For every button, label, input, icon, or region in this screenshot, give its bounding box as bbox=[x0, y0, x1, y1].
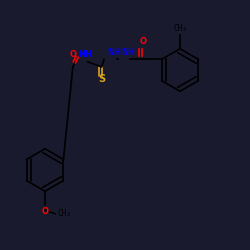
Text: CH₃: CH₃ bbox=[58, 209, 71, 218]
Text: O: O bbox=[69, 50, 76, 59]
Text: NH: NH bbox=[78, 50, 92, 59]
Text: NH: NH bbox=[107, 48, 121, 57]
Text: O: O bbox=[140, 37, 147, 46]
Text: NH: NH bbox=[121, 48, 135, 57]
Text: S: S bbox=[98, 74, 105, 85]
Text: O: O bbox=[42, 208, 48, 216]
Text: CH₃: CH₃ bbox=[173, 24, 187, 32]
